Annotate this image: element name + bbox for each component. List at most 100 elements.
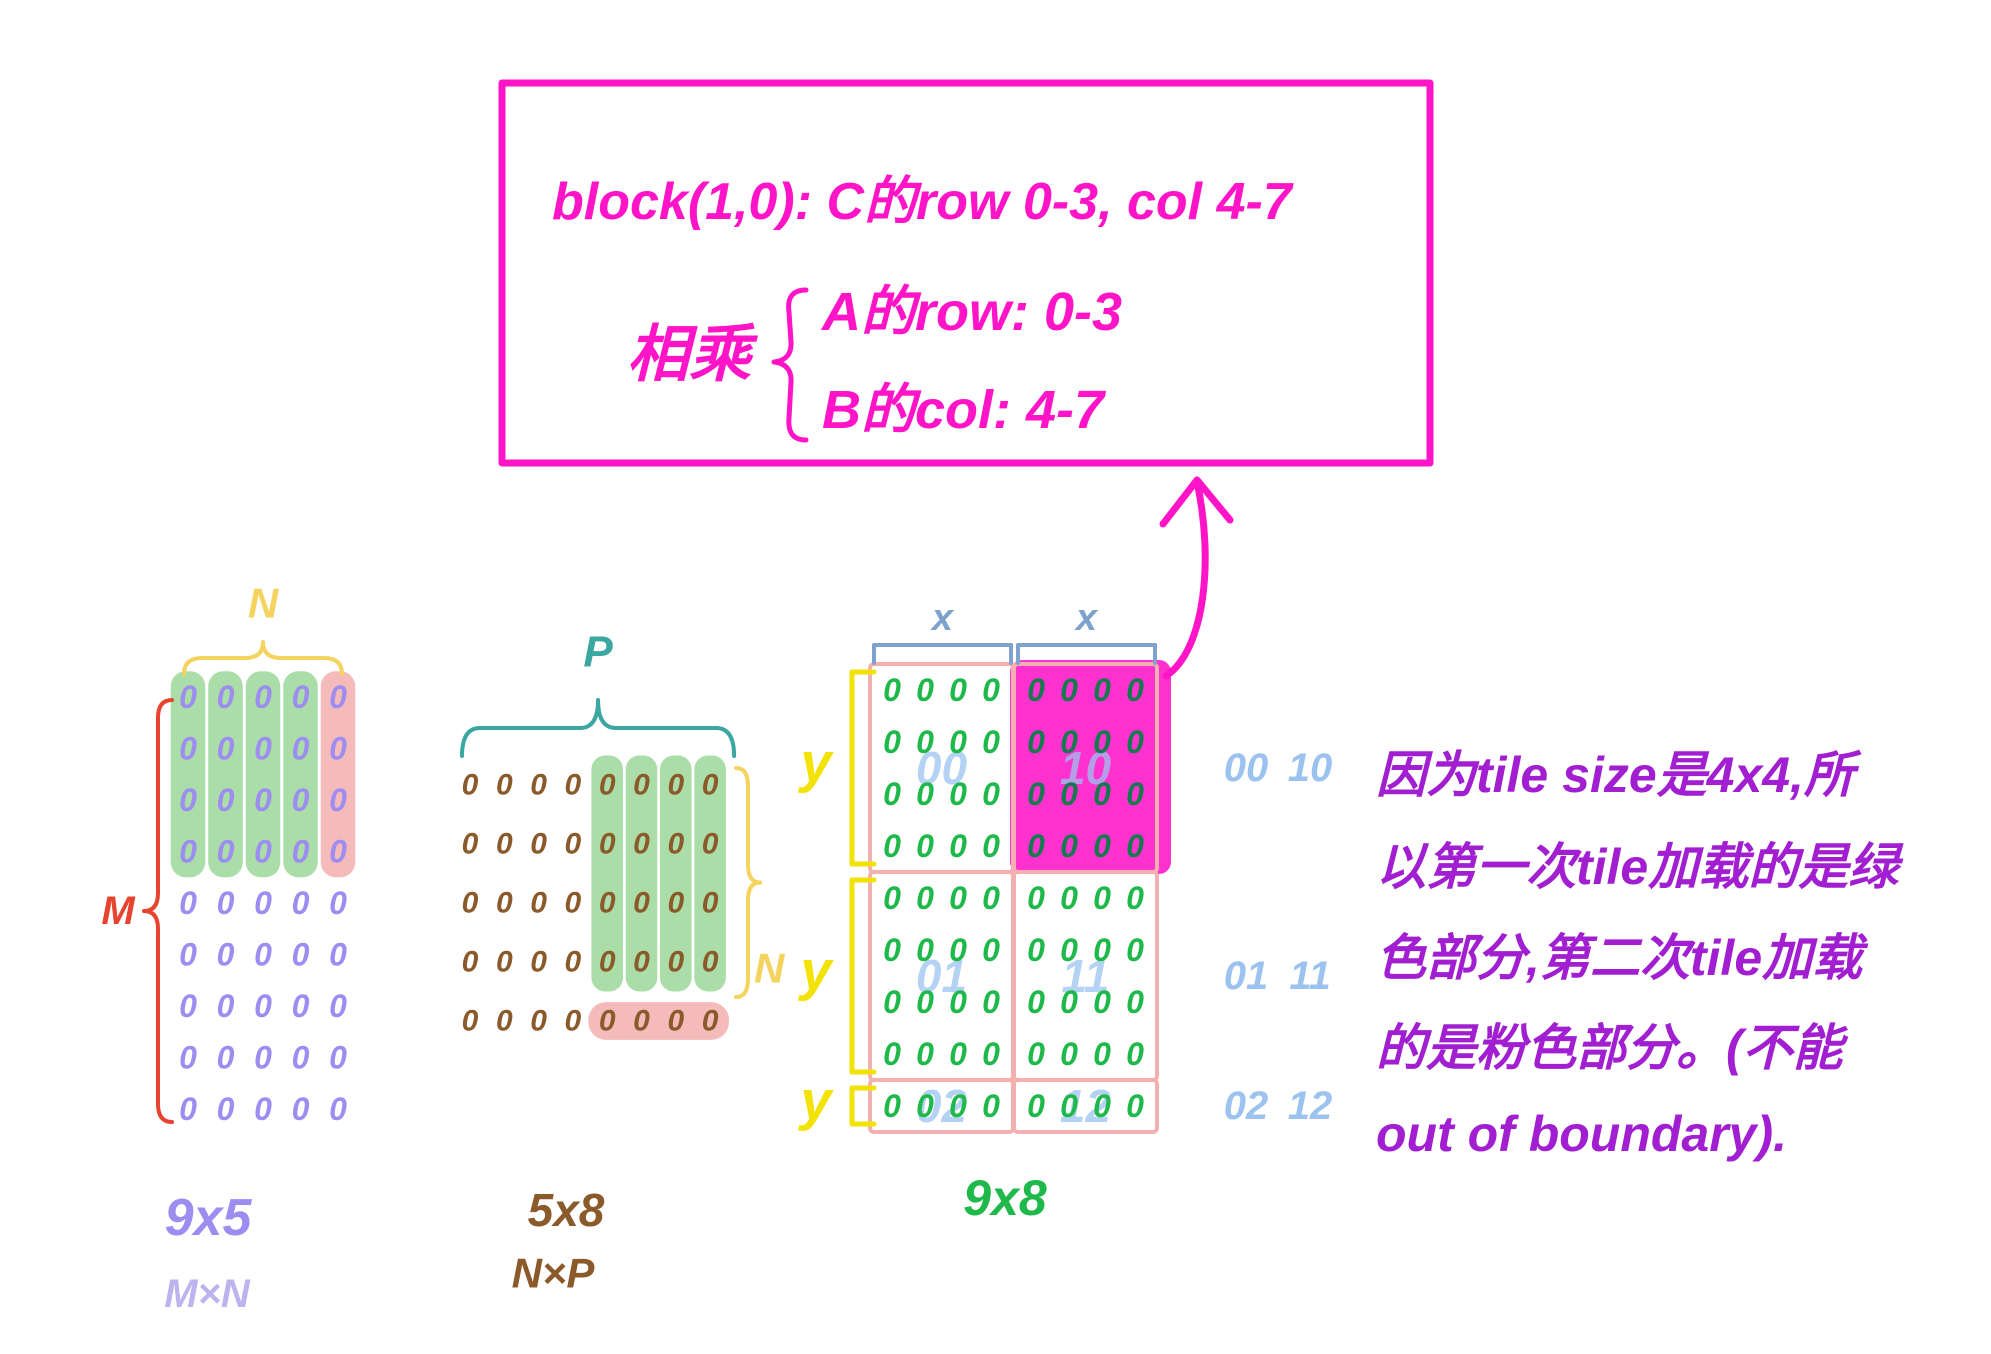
matrix-c-cell: 0 bbox=[916, 1036, 934, 1072]
tile-index-legend-item: 01 bbox=[1224, 954, 1269, 998]
matrix-b-cell: 0 bbox=[667, 828, 684, 861]
matrix-c-y-label: y bbox=[797, 939, 834, 1002]
matrix-c-cell: 0 bbox=[1060, 776, 1078, 812]
matrix-a-cell: 0 bbox=[217, 731, 235, 767]
matrix-b-cell: 0 bbox=[633, 769, 650, 802]
matrix-a-cell: 0 bbox=[254, 1040, 272, 1076]
matrix-a-cell: 0 bbox=[329, 885, 347, 921]
matrix-a-cell: 0 bbox=[329, 679, 347, 715]
matrix-c-cell: 0 bbox=[1126, 1036, 1144, 1072]
matrix-b-cell: 0 bbox=[462, 887, 479, 920]
matrix-b-shape-label: N×P bbox=[512, 1250, 596, 1297]
matrix-a-cell: 0 bbox=[329, 834, 347, 870]
matrix-b-cell: 0 bbox=[667, 887, 684, 920]
matrix-c-tile-label: 01 bbox=[916, 950, 967, 1002]
matrix-b-green-highlight bbox=[591, 755, 623, 992]
matrix-a-cell: 0 bbox=[329, 1091, 347, 1127]
matrix-a-green-highlight bbox=[208, 671, 243, 878]
matrix-c-cell: 0 bbox=[1027, 776, 1045, 812]
matrix-b-cell: 0 bbox=[565, 828, 582, 861]
matrix-c-x-label: x bbox=[1074, 597, 1099, 639]
matrix-a-cell: 0 bbox=[292, 885, 310, 921]
matrix-c-cell: 0 bbox=[1126, 724, 1144, 760]
matrix-b-cell: 0 bbox=[530, 769, 547, 802]
matrix-a-col-label: N bbox=[248, 580, 280, 627]
matrix-b-cell: 0 bbox=[496, 1005, 513, 1038]
matrix-c-cell: 0 bbox=[982, 672, 1000, 708]
matrix-c-cell: 0 bbox=[949, 1088, 967, 1124]
matrix-a-cell: 0 bbox=[292, 1040, 310, 1076]
matrix-a-cell: 0 bbox=[329, 782, 347, 818]
matrix-c-cell: 0 bbox=[1060, 828, 1078, 864]
matrix-a-cell: 0 bbox=[254, 782, 272, 818]
matrix-a-cell: 0 bbox=[179, 834, 197, 870]
matrix-c-y-bracket bbox=[849, 877, 877, 1075]
matrix-a-cell: 0 bbox=[217, 1091, 235, 1127]
matrix-a-cell: 0 bbox=[179, 885, 197, 921]
matrix-b-cell: 0 bbox=[530, 946, 547, 979]
matrix-c-cell: 0 bbox=[1093, 1088, 1111, 1124]
matrix-b-cell: 0 bbox=[702, 828, 719, 861]
matrix-c-cell: 0 bbox=[883, 672, 901, 708]
matrix-c-tile-border bbox=[1012, 1078, 1159, 1134]
matrix-c-cell: 0 bbox=[916, 828, 934, 864]
matrix-c-cell: 0 bbox=[916, 1088, 934, 1124]
matrix-b-cell: 0 bbox=[530, 828, 547, 861]
matrix-c-cell: 0 bbox=[916, 724, 934, 760]
matrix-a-cell: 0 bbox=[217, 679, 235, 715]
matrix-c-cell: 0 bbox=[949, 1036, 967, 1072]
matrix-b-cell: 0 bbox=[565, 769, 582, 802]
matrix-c-cell: 0 bbox=[1126, 932, 1144, 968]
arrow-head bbox=[1159, 476, 1234, 528]
matrix-c-cell: 0 bbox=[982, 776, 1000, 812]
matrix-a-row-brace bbox=[142, 698, 174, 1124]
multiply-brace bbox=[771, 287, 809, 443]
matrix-a-cell: 0 bbox=[329, 731, 347, 767]
matrix-b-size-label: 5x8 bbox=[528, 1184, 605, 1236]
matrix-c-cell: 0 bbox=[1060, 724, 1078, 760]
matrix-c-x-bracket bbox=[872, 643, 1013, 665]
matrix-c-cell: 0 bbox=[1060, 932, 1078, 968]
tile-index-legend-item: 02 bbox=[1224, 1084, 1269, 1128]
matrix-c-tile-label: 11 bbox=[1062, 950, 1110, 1002]
matrix-c-tile-label: 00 bbox=[916, 742, 968, 794]
matrix-c-cell: 0 bbox=[949, 672, 967, 708]
matrix-c-cell: 0 bbox=[949, 828, 967, 864]
matrix-a-cell: 0 bbox=[254, 885, 272, 921]
matrix-a-pink-highlight bbox=[320, 671, 356, 878]
matrix-b-cell: 0 bbox=[462, 769, 479, 802]
matrix-a-cell: 0 bbox=[254, 988, 272, 1024]
matrix-b-cell: 0 bbox=[496, 887, 513, 920]
note-line: out of boundary). bbox=[1376, 1106, 1787, 1162]
matrix-b-cell: 0 bbox=[496, 828, 513, 861]
matrix-a-cell: 0 bbox=[179, 782, 197, 818]
matrix-c-cell: 0 bbox=[1126, 776, 1144, 812]
matrix-b-cell: 0 bbox=[496, 946, 513, 979]
matrix-c-cell: 0 bbox=[949, 776, 967, 812]
matrix-c-cell: 0 bbox=[1027, 880, 1045, 916]
matrix-c-cell: 0 bbox=[883, 828, 901, 864]
matrix-a-cell: 0 bbox=[254, 834, 272, 870]
matrix-c-cell: 0 bbox=[1027, 1036, 1045, 1072]
matrix-a-cell: 0 bbox=[217, 834, 235, 870]
matrix-c-cell: 0 bbox=[883, 984, 901, 1020]
matrix-a-cell: 0 bbox=[217, 885, 235, 921]
matrix-c-cell: 0 bbox=[883, 724, 901, 760]
matrix-b-cell: 0 bbox=[599, 946, 616, 979]
matrix-a-cell: 0 bbox=[179, 679, 197, 715]
matrix-a-cell: 0 bbox=[179, 1040, 197, 1076]
matrix-a-cell: 0 bbox=[329, 937, 347, 973]
matrix-b-cell: 0 bbox=[462, 1005, 479, 1038]
matrix-c-cell: 0 bbox=[1060, 672, 1078, 708]
matrix-b-cell: 0 bbox=[496, 769, 513, 802]
matrix-c-y-bracket bbox=[849, 669, 877, 867]
matrix-a-cell: 0 bbox=[292, 1091, 310, 1127]
matrix-b-cell: 0 bbox=[702, 887, 719, 920]
matrix-b-cell: 0 bbox=[702, 946, 719, 979]
matrix-b: 0 0 0 0 0 0 0 00 0 0 0 0 0 0 00 0 0 0 0 0 0 00 0 0 0 0 0 0 00 0 0 0 0 0 0 0… bbox=[460, 628, 786, 1040]
matrix-a: 0 0 0 0 00 0 0 0 00 0 0 0 00 0 0 0 00 0 0 0 00 0 0 0 00 0 0 0 00 0 0 0 0… bbox=[101, 580, 356, 1127]
matrix-c-highlighted-tile bbox=[1010, 660, 1171, 874]
matrix-c-cell: 0 bbox=[916, 672, 934, 708]
